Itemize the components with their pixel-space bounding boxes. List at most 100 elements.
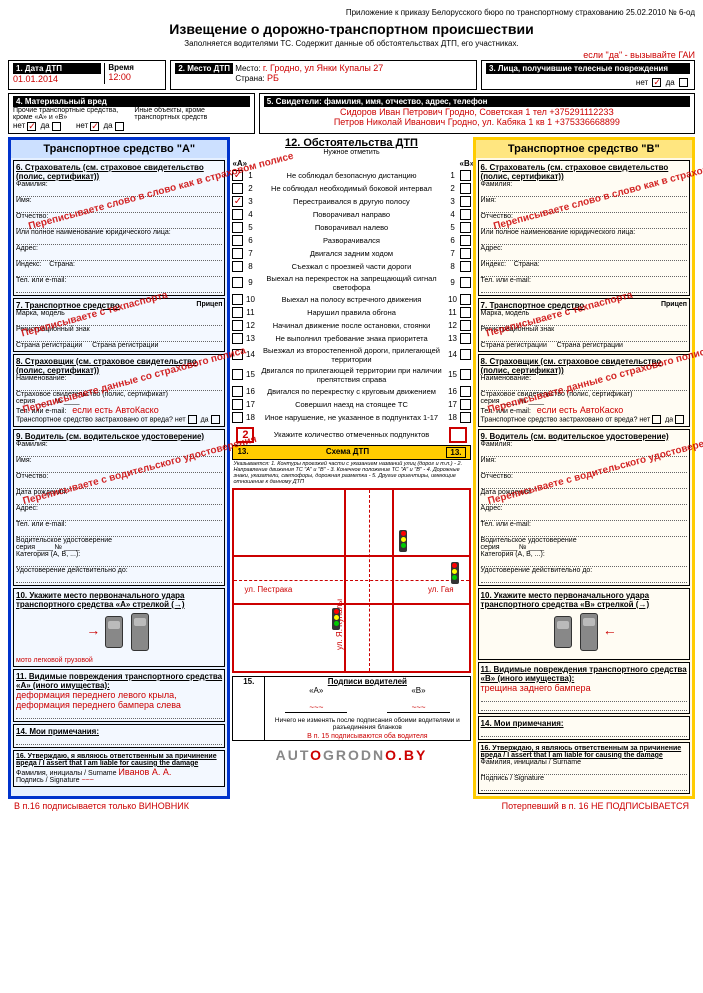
circ-b-14[interactable] xyxy=(460,349,471,360)
circ-a-15[interactable] xyxy=(232,369,243,380)
b4-line1: Прочие транспортные средства, кроме «А» … xyxy=(13,107,128,121)
b-section-11: 11. Видимые повреждения транспортного ср… xyxy=(478,662,690,714)
a-section-7: 7. Транспортное средствоПрицеп Марка, мо… xyxy=(13,298,225,352)
circ-b-4[interactable] xyxy=(460,209,471,220)
b5-w1[interactable]: Сидоров Иван Петрович Гродно, Советская … xyxy=(264,107,690,117)
circ-row-18: 18Иное нарушение, не указанное в подпунк… xyxy=(232,412,470,423)
b-section-10: 10. Укажите место первоначального удара … xyxy=(478,588,690,660)
circ-b-11[interactable] xyxy=(460,307,471,318)
circ-a-14[interactable] xyxy=(232,349,243,360)
b-section-9: 9. Водитель (см. водительское удостовере… xyxy=(478,429,690,586)
veh-a-header: Транспортное средство "А" xyxy=(11,140,227,158)
circ-a-12[interactable] xyxy=(232,320,243,331)
circ-title: 12. Обстоятельства ДТП xyxy=(232,137,470,149)
b2-place[interactable]: г. Гродно, ул Янки Купалы 27 xyxy=(263,63,383,73)
scheme-legend: Указывается: 1. Контуры проезжей части с… xyxy=(232,460,470,486)
sig-a[interactable]: ~~~ xyxy=(285,703,347,713)
b4-no2[interactable] xyxy=(90,122,99,131)
traffic-light-icon xyxy=(399,530,407,552)
circ-a-16[interactable] xyxy=(232,386,243,397)
b1-date[interactable]: 01.01.2014 xyxy=(13,74,101,84)
circ-b-6[interactable] xyxy=(460,235,471,246)
logo: AUTOGRODNO.BY xyxy=(232,741,470,769)
sig-b[interactable]: ~~~ xyxy=(387,703,449,713)
b1-time[interactable]: 12:00 xyxy=(108,72,161,82)
a-section-9: 9. Водитель (см. водительское удостовере… xyxy=(13,429,225,586)
b3-yes-check[interactable] xyxy=(679,78,688,87)
section-15: 15. Подписи водителей «А» ~~~ «В» ~~~ xyxy=(232,676,470,741)
truck-icon xyxy=(131,613,149,651)
circ-row-9: 9Выехал на перекресток на запрещающий си… xyxy=(232,274,470,292)
circ-b-15[interactable] xyxy=(460,369,471,380)
b1-time-label: Время xyxy=(108,63,161,72)
circ-b-9[interactable] xyxy=(460,277,471,288)
circ-b-2[interactable] xyxy=(460,183,471,194)
traffic-light-icon xyxy=(332,608,340,630)
b4-label: 4. Материальный вред xyxy=(13,96,250,107)
circ-b-12[interactable] xyxy=(460,320,471,331)
circ-a-7[interactable] xyxy=(232,248,243,259)
circ-a-11[interactable] xyxy=(232,307,243,318)
circ-b-17[interactable] xyxy=(460,399,471,410)
box-5: 5. Свидетели: фамилия, имя, отчество, ад… xyxy=(259,93,695,133)
count-b[interactable] xyxy=(449,427,467,443)
circ-a-17[interactable] xyxy=(232,399,243,410)
b5-w2[interactable]: Петров Николай Иванович Гродно, ул. Кабя… xyxy=(264,117,690,127)
scheme-diagram[interactable]: ул. Пестрака ул. Я. Купалы ул. Гая xyxy=(232,488,470,673)
b5-label: 5. Свидетели: фамилия, имя, отчество, ад… xyxy=(264,96,690,107)
b2-place-label: Место: xyxy=(235,64,260,73)
circ-a-4[interactable] xyxy=(232,209,243,220)
scheme-header: 13. Схема ДТП 13. xyxy=(232,445,470,460)
b4-yes1[interactable] xyxy=(52,122,61,131)
page: Приложение к приказу Белорусского бюро п… xyxy=(0,0,703,821)
b4-no1[interactable] xyxy=(27,122,36,131)
main-grid: Транспортное средство "А" 6. Страховател… xyxy=(8,137,695,799)
circ-row-13: 13Не выполнил требование знака приоритет… xyxy=(232,333,470,344)
circ-list: 1Не соблюдал безопасную дистанцию12Не со… xyxy=(232,170,470,423)
header-note: Приложение к приказу Белорусского бюро п… xyxy=(8,8,695,17)
circ-a-2[interactable] xyxy=(232,183,243,194)
circ-b-3[interactable] xyxy=(460,196,471,207)
signature-a[interactable]: ~~~ xyxy=(81,777,93,784)
a-section-6: 6. Страхователь (см. страховое свидетель… xyxy=(13,160,225,296)
circ-a-8[interactable] xyxy=(232,261,243,272)
circ-b-13[interactable] xyxy=(460,333,471,344)
circ-a-6[interactable] xyxy=(232,235,243,246)
circ-a-3[interactable] xyxy=(232,196,243,207)
b-section-16: 16. Утверждаю, я являюсь ответственным з… xyxy=(478,742,690,794)
car-icon xyxy=(105,616,123,648)
circ-row-1: 1Не соблюдал безопасную дистанцию1 xyxy=(232,170,470,181)
circ-a-1[interactable] xyxy=(232,170,243,181)
circ-row-7: 7Двигался задним ходом7 xyxy=(232,248,470,259)
circ-a-5[interactable] xyxy=(232,222,243,233)
call-gai-note: если "да" - вызывайте ГАИ xyxy=(8,50,695,60)
count-a[interactable]: 2 xyxy=(236,427,254,443)
doc-title: Извещение о дорожно-транспортном происше… xyxy=(8,21,695,37)
circ-a-18[interactable] xyxy=(232,412,243,423)
a-section-14: 14. Мои примечания: xyxy=(13,724,225,748)
circ-a-13[interactable] xyxy=(232,333,243,344)
circ-b-10[interactable] xyxy=(460,294,471,305)
b3-no-check[interactable] xyxy=(652,78,661,87)
car-icon xyxy=(554,616,572,648)
circ-a-10[interactable] xyxy=(232,294,243,305)
row-1-3: 1. Дата ДТП 01.01.2014 Время 12:00 2. Ме… xyxy=(8,60,695,90)
circ-b-5[interactable] xyxy=(460,222,471,233)
b2-country[interactable]: РБ xyxy=(267,73,279,83)
circ-b-7[interactable] xyxy=(460,248,471,259)
circ-row-15: 15Двигался по прилегающей территории при… xyxy=(232,366,470,384)
row-4-5: 4. Материальный вред Прочие транспортные… xyxy=(8,93,695,133)
circ-b-16[interactable] xyxy=(460,386,471,397)
circ-row-11: 11Нарушил правила обгона11 xyxy=(232,307,470,318)
circ-a-9[interactable] xyxy=(232,277,243,288)
column-b: Транспортное средство "В" 6. Страховател… xyxy=(473,137,695,799)
circ-row-10: 10Выехал на полосу встречного движения10 xyxy=(232,294,470,305)
b4-yes2[interactable] xyxy=(115,122,124,131)
circ-b-18[interactable] xyxy=(460,412,471,423)
circ-b-8[interactable] xyxy=(460,261,471,272)
circ-row-4: 4Поворачивал направо4 xyxy=(232,209,470,220)
circ-b-1[interactable] xyxy=(460,170,471,181)
box-3: 3. Лица, получившие телесные повреждения… xyxy=(481,60,695,90)
a-section-8: 8. Страховщик (см. страховое свидетельст… xyxy=(13,354,225,427)
count-row: 2 Укажите количество отмеченных подпункт… xyxy=(232,425,470,445)
